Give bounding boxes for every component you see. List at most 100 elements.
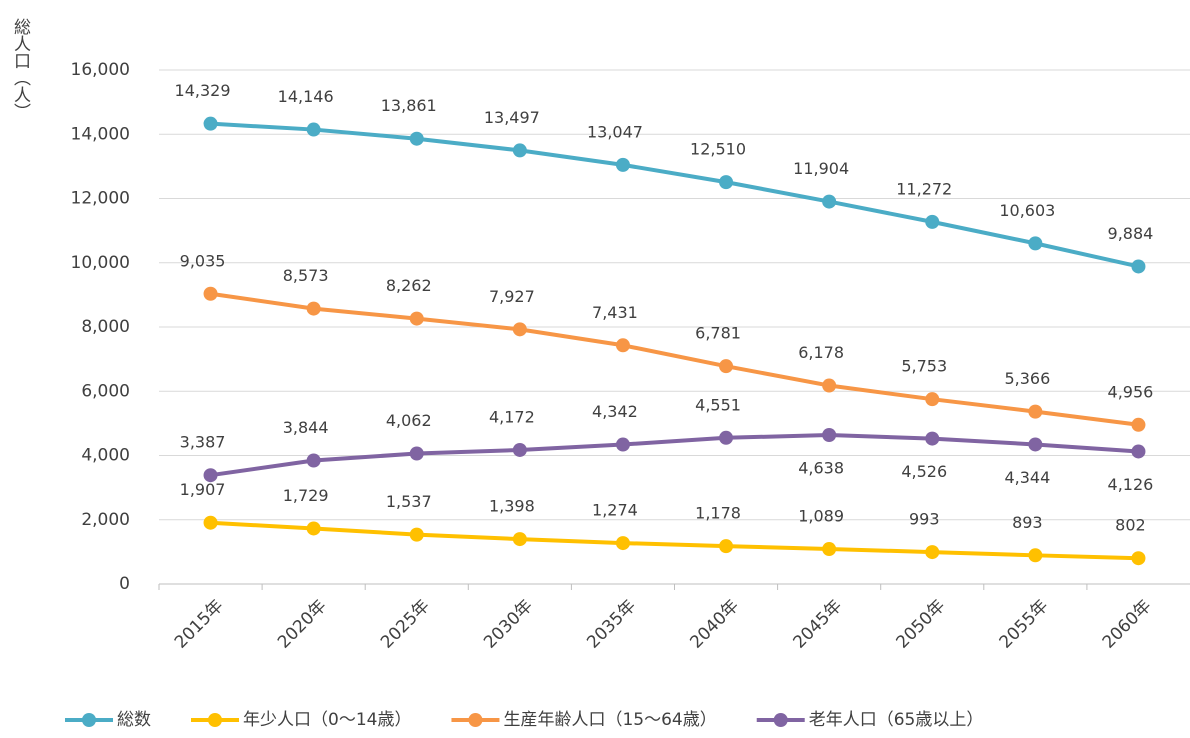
y-tick-label: 0 [119, 574, 130, 594]
data-label: 8,573 [283, 266, 329, 285]
y-tick-label: 14,000 [71, 124, 130, 144]
data-point [925, 431, 940, 446]
data-point [719, 175, 734, 190]
x-tick-label: 2030年 [480, 596, 537, 653]
data-label: 13,047 [587, 122, 643, 141]
data-point [1131, 444, 1146, 459]
data-label: 11,904 [793, 159, 849, 178]
data-label: 13,861 [381, 96, 437, 115]
data-point [822, 194, 837, 209]
data-point [1028, 548, 1043, 563]
y-tick-label: 4,000 [81, 446, 130, 466]
data-point [925, 392, 940, 407]
data-point [822, 428, 837, 443]
data-label: 5,366 [1004, 369, 1050, 388]
data-label: 5,753 [901, 357, 947, 376]
data-label: 893 [1012, 513, 1043, 532]
data-label: 4,126 [1108, 475, 1154, 494]
data-label: 8,262 [386, 276, 432, 295]
data-point [719, 430, 734, 445]
data-point [822, 378, 837, 393]
data-label: 1,089 [798, 507, 844, 526]
data-point [1028, 437, 1043, 452]
y-tick-label: 6,000 [81, 381, 130, 401]
data-label: 993 [909, 510, 940, 529]
legend-item: 年少人口（0～14歳） [191, 710, 411, 730]
data-point [1028, 236, 1043, 251]
data-point [409, 446, 424, 461]
data-label: 7,927 [489, 287, 535, 306]
data-label: 4,342 [592, 402, 638, 421]
data-label: 4,172 [489, 407, 535, 426]
y-tick-label: 8,000 [81, 317, 130, 337]
data-label: 4,956 [1108, 382, 1154, 401]
legend-marker [468, 713, 483, 727]
y-axis-title: 総人口（人） [10, 18, 31, 120]
data-label: 1,537 [386, 492, 432, 511]
data-point [1131, 259, 1146, 274]
y-tick-label: 2,000 [81, 510, 130, 530]
data-point [822, 542, 837, 557]
data-label: 1,907 [180, 480, 226, 499]
data-point [925, 214, 940, 229]
data-point [203, 468, 218, 483]
data-point [719, 539, 734, 554]
data-label: 4,638 [798, 459, 844, 478]
data-label: 13,497 [484, 108, 540, 127]
data-label: 4,526 [901, 462, 947, 481]
series-line [210, 121, 1139, 269]
data-label: 7,431 [592, 303, 638, 322]
data-point [306, 122, 321, 137]
data-point [512, 532, 527, 547]
data-label: 6,178 [798, 343, 844, 362]
data-label: 802 [1115, 516, 1146, 535]
data-label: 12,510 [690, 140, 746, 159]
x-tick-label: 2045年 [789, 596, 846, 653]
data-point [615, 338, 630, 353]
data-point [306, 453, 321, 468]
legend-label: 生産年齢人口（15～64歳） [503, 710, 716, 730]
series-line [210, 291, 1139, 427]
data-label: 3,844 [283, 418, 329, 437]
data-point [409, 311, 424, 326]
legend-marker [82, 713, 96, 727]
data-point [925, 545, 940, 560]
legend-item: 老年人口（65歳以上） [756, 710, 984, 730]
data-point [512, 442, 527, 457]
y-tick-label: 10,000 [71, 253, 130, 273]
data-label: 1,398 [489, 497, 535, 516]
data-point [306, 301, 321, 316]
legend-label: 総数 [117, 710, 151, 730]
data-point [512, 143, 527, 158]
legend-marker [773, 713, 788, 727]
x-tick-label: 2035年 [583, 596, 640, 653]
data-label: 4,551 [695, 395, 741, 414]
y-tick-label: 12,000 [71, 189, 130, 209]
data-point [615, 157, 630, 172]
legend-item: 生産年齢人口（15～64歳） [451, 710, 717, 730]
legend-label: 老年人口（65歳以上） [809, 710, 984, 730]
data-label: 4,344 [1004, 468, 1050, 487]
data-label: 1,729 [283, 486, 329, 505]
data-point [409, 131, 424, 146]
data-label: 3,387 [180, 433, 226, 452]
x-tick-label: 2060年 [1099, 596, 1156, 653]
data-label: 9,884 [1108, 224, 1154, 243]
data-label: 4,062 [386, 411, 432, 430]
data-point [1131, 551, 1146, 566]
data-label: 10,603 [999, 201, 1055, 220]
data-point [203, 116, 218, 131]
x-tick-label: 2025年 [377, 596, 434, 653]
data-label: 9,035 [180, 251, 226, 270]
data-point [615, 437, 630, 452]
legend-label: 年少人口（0～14歳） [243, 710, 411, 730]
data-point [512, 322, 527, 337]
data-point [719, 359, 734, 374]
data-point [1131, 417, 1146, 432]
legend-marker [208, 713, 222, 727]
data-point [615, 536, 630, 551]
data-point [203, 515, 218, 530]
x-tick-label: 2050年 [893, 596, 950, 653]
data-label: 14,146 [278, 87, 334, 106]
